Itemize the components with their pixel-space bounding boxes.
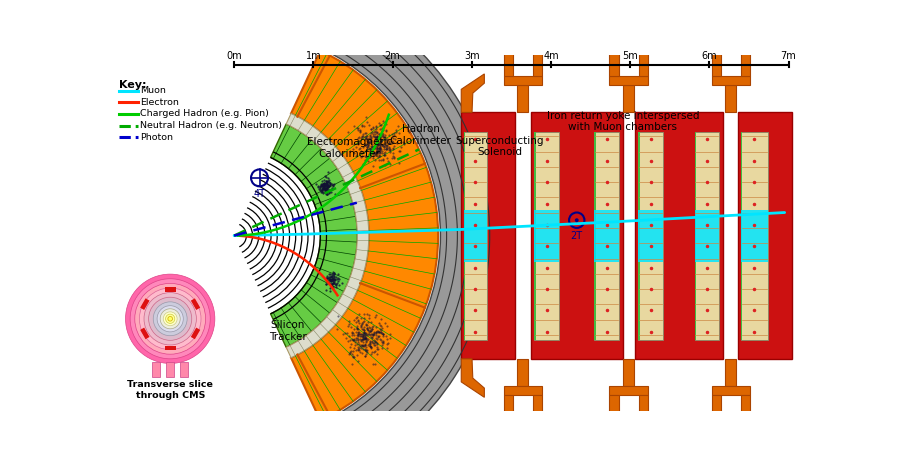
Bar (639, 53, 648, 76)
Text: 4T: 4T (254, 189, 266, 200)
Text: Photon: Photon (140, 133, 173, 141)
Bar (609, 395, 618, 418)
Bar (504, 386, 542, 395)
Text: 0m: 0m (226, 51, 242, 61)
Polygon shape (461, 359, 484, 397)
Bar (712, 76, 750, 85)
Bar (165, 287, 176, 292)
Text: 2T: 2T (571, 231, 583, 241)
Bar (609, 386, 648, 395)
Bar (695, 132, 696, 340)
Bar (504, 53, 513, 76)
Wedge shape (321, 0, 496, 462)
Bar (624, 359, 634, 386)
Bar (535, 210, 559, 261)
Bar (624, 85, 634, 112)
Bar (191, 298, 200, 310)
Wedge shape (271, 124, 357, 347)
Bar (741, 395, 750, 418)
Text: Transverse slice
through CMS: Transverse slice through CMS (127, 380, 213, 400)
Bar (609, 53, 618, 76)
Bar (639, 395, 648, 418)
Bar (712, 53, 721, 76)
Circle shape (153, 302, 187, 336)
Text: 7m: 7m (780, 51, 796, 61)
Bar (738, 112, 792, 359)
Circle shape (140, 288, 201, 350)
Bar (533, 395, 542, 418)
Text: 5m: 5m (622, 51, 638, 61)
Bar (741, 132, 768, 340)
Bar (725, 359, 736, 386)
Text: Hadron
Calorimeter: Hadron Calorimeter (390, 124, 452, 146)
Text: 6m: 6m (701, 51, 717, 61)
Bar (695, 132, 719, 340)
Circle shape (130, 279, 211, 359)
Circle shape (135, 283, 205, 354)
Text: Key:: Key: (119, 80, 146, 90)
Circle shape (168, 316, 173, 321)
Text: 1m: 1m (305, 51, 321, 61)
Bar (461, 112, 515, 359)
Bar (634, 112, 723, 359)
Wedge shape (286, 114, 369, 358)
Bar (535, 132, 559, 340)
Text: Muon: Muon (140, 86, 166, 95)
Text: 3m: 3m (464, 51, 480, 61)
Text: Silicon
Tracker: Silicon Tracker (269, 320, 307, 342)
Bar (140, 328, 149, 339)
Text: Iron return yoke interspersed
with Muon chambers: Iron return yoke interspersed with Muon … (546, 111, 699, 133)
Bar (533, 53, 542, 76)
Bar (535, 132, 536, 340)
Text: 2m: 2m (384, 51, 400, 61)
Circle shape (158, 306, 184, 332)
Bar (530, 112, 623, 359)
Bar (638, 132, 663, 340)
Text: Neutral Hadron (e.g. Neutron): Neutral Hadron (e.g. Neutron) (140, 121, 283, 130)
Bar (464, 132, 465, 340)
Bar (638, 210, 663, 261)
Bar (152, 362, 160, 377)
Circle shape (575, 218, 579, 222)
Bar (464, 132, 487, 340)
Bar (741, 210, 768, 261)
Text: Electromagnetic
Calorimeter: Electromagnetic Calorimeter (307, 137, 392, 158)
Bar (725, 85, 736, 112)
Polygon shape (461, 74, 484, 112)
Circle shape (125, 274, 215, 364)
Text: Electron: Electron (140, 98, 179, 107)
Bar (638, 132, 640, 340)
Bar (741, 132, 742, 340)
Circle shape (148, 297, 192, 340)
Text: Superconducting
Solenoid: Superconducting Solenoid (455, 135, 544, 157)
Circle shape (163, 312, 177, 326)
Circle shape (166, 314, 175, 323)
Bar (518, 359, 528, 386)
Bar (741, 53, 750, 76)
Bar (504, 76, 542, 85)
Bar (140, 298, 149, 310)
Circle shape (144, 292, 196, 345)
Text: 4m: 4m (543, 51, 559, 61)
Bar (695, 210, 719, 261)
Bar (595, 132, 596, 340)
Bar (165, 346, 176, 350)
Bar (180, 362, 188, 377)
Wedge shape (291, 51, 438, 420)
Bar (464, 210, 487, 261)
Bar (504, 395, 513, 418)
Bar (595, 210, 619, 261)
Bar (518, 85, 528, 112)
Bar (166, 362, 174, 377)
Circle shape (160, 309, 180, 329)
Bar (595, 132, 619, 340)
Bar (609, 76, 648, 85)
Bar (712, 395, 721, 418)
Bar (191, 328, 200, 339)
Text: Charged Hadron (e.g. Pion): Charged Hadron (e.g. Pion) (140, 109, 269, 118)
Bar (712, 386, 750, 395)
